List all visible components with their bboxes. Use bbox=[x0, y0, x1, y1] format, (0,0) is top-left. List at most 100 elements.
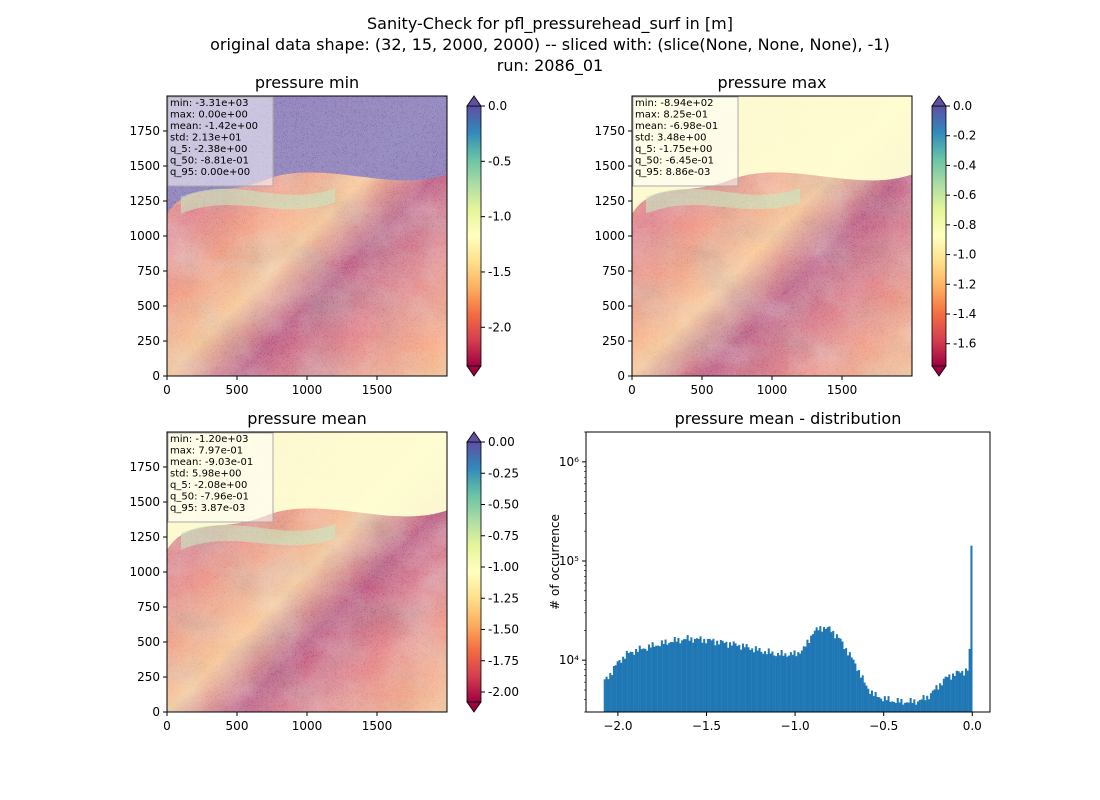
histogram-bar bbox=[830, 632, 833, 712]
histogram-bar bbox=[793, 650, 796, 712]
colorbar-tick-label: -0.6 bbox=[953, 188, 976, 202]
colorbar-extend-min bbox=[466, 701, 482, 713]
histogram-bar bbox=[752, 652, 756, 712]
stats-line: mean: -1.42e+00 bbox=[170, 121, 258, 132]
heatmap-panel-2: pressure max 0 500 1000 1500 0 250 500 750 1000 12… bbox=[594, 73, 976, 397]
colorbar-extend-min bbox=[931, 365, 947, 377]
stats-line: min: -3.31e+03 bbox=[170, 98, 249, 109]
histogram-bar bbox=[682, 639, 686, 712]
x-tick-label: −1.0 bbox=[781, 719, 810, 733]
histogram-bar bbox=[721, 640, 724, 712]
histogram-bar bbox=[920, 699, 923, 712]
axes-frame bbox=[585, 431, 991, 713]
y-tick-label: 10⁵ bbox=[559, 554, 579, 568]
histogram-bar bbox=[959, 672, 962, 712]
y-tick-label: 0 bbox=[152, 369, 160, 383]
colorbar-tick-label: 0.00 bbox=[488, 435, 515, 449]
histogram-bar bbox=[961, 670, 964, 712]
colorbar-tick-label: -1.25 bbox=[488, 591, 519, 605]
histogram-bar bbox=[636, 651, 639, 712]
histogram-bar bbox=[738, 644, 741, 712]
histogram-bar bbox=[815, 627, 818, 712]
histogram-bar bbox=[716, 640, 719, 712]
figure-title: Sanity-Check for pfl_pressurehead_surf i… bbox=[210, 14, 890, 76]
y-tick-label: 1250 bbox=[129, 530, 160, 544]
histogram-bar bbox=[775, 656, 778, 712]
histogram-bar bbox=[605, 676, 608, 712]
histogram-bar bbox=[649, 647, 652, 712]
histogram-bar bbox=[780, 650, 783, 712]
histogram-bar bbox=[869, 693, 872, 712]
histogram-bar bbox=[797, 652, 800, 712]
histogram-bar bbox=[736, 646, 739, 712]
x-tick-label: −0.5 bbox=[869, 719, 898, 733]
histogram-bars bbox=[603, 545, 973, 712]
histogram-bar bbox=[618, 660, 621, 712]
histogram-bar bbox=[928, 699, 931, 712]
y-tick-label: 500 bbox=[137, 635, 160, 649]
histogram-bar bbox=[677, 637, 680, 712]
histogram-bar bbox=[950, 679, 953, 712]
histogram-bar bbox=[708, 638, 711, 712]
histogram-bar bbox=[916, 701, 920, 712]
histogram-bar bbox=[670, 641, 673, 712]
stats-line: mean: -9.03e-01 bbox=[170, 457, 253, 468]
histogram-bar bbox=[612, 666, 615, 712]
y-tick-label: 250 bbox=[137, 670, 160, 684]
colorbar-tick-label: -1.6 bbox=[953, 337, 976, 351]
histogram-bar bbox=[937, 689, 940, 712]
histogram-bar bbox=[859, 677, 862, 712]
histogram-bar bbox=[686, 635, 689, 712]
histogram-bar bbox=[804, 646, 807, 712]
histogram-bar bbox=[953, 675, 956, 712]
histogram-bar bbox=[970, 545, 973, 712]
y-tick-label: 1750 bbox=[129, 124, 160, 138]
histogram-bar bbox=[891, 701, 894, 712]
histogram-bar bbox=[769, 653, 772, 712]
histogram-bar bbox=[712, 638, 715, 712]
y-tick-label: 0 bbox=[617, 369, 625, 383]
y-tick-label: 250 bbox=[137, 334, 160, 348]
y-tick-label: 500 bbox=[602, 299, 625, 313]
figure-title-line-2: original data shape: (32, 15, 2000, 2000… bbox=[210, 35, 890, 54]
histogram-bar bbox=[948, 674, 951, 712]
histogram-bar bbox=[603, 679, 606, 712]
histogram-bar bbox=[788, 655, 791, 712]
histogram-bar bbox=[705, 643, 708, 712]
histogram-bar bbox=[907, 702, 910, 712]
histogram-bar bbox=[717, 644, 721, 712]
histogram-bar bbox=[642, 648, 645, 712]
x-tick-label: −1.5 bbox=[692, 719, 721, 733]
histogram-bar bbox=[776, 652, 779, 712]
colorbar-tick-label: -2.0 bbox=[488, 320, 511, 334]
histogram-bar bbox=[655, 645, 658, 712]
histogram-bar bbox=[935, 685, 938, 712]
histogram-bar bbox=[627, 653, 630, 712]
panel-title: pressure mean bbox=[247, 409, 367, 428]
histogram-bar bbox=[765, 654, 768, 712]
histogram-bar bbox=[729, 642, 732, 712]
histogram-bar bbox=[706, 638, 709, 712]
histogram-bar bbox=[795, 656, 798, 712]
y-tick-label: 1750 bbox=[594, 124, 625, 138]
y-tick-label: 500 bbox=[137, 299, 160, 313]
heatmap-panel-1: pressure min 0 500 1000 1500 0 250 500 750 1000 12… bbox=[129, 73, 511, 397]
histogram-bar bbox=[653, 646, 656, 712]
histogram-bar bbox=[861, 675, 864, 712]
histogram-bar bbox=[743, 647, 746, 712]
histogram-bar bbox=[931, 690, 934, 712]
histogram-bar bbox=[819, 626, 822, 712]
histogram-bar bbox=[646, 650, 649, 712]
histogram-bar bbox=[609, 673, 612, 712]
stats-line: q_50: -8.81e-01 bbox=[170, 156, 249, 167]
histogram-bar bbox=[824, 628, 827, 712]
histogram-bar bbox=[754, 646, 757, 712]
histogram-bar bbox=[764, 651, 767, 712]
x-tick-label: −2.0 bbox=[603, 719, 632, 733]
panel-title: pressure max bbox=[717, 73, 826, 92]
colorbar-extend-max bbox=[931, 95, 947, 107]
stats-line: q_95: 8.86e-03 bbox=[635, 167, 710, 178]
histogram-bar bbox=[894, 703, 897, 712]
histogram-bar bbox=[885, 700, 888, 712]
histogram-bar bbox=[821, 631, 824, 712]
